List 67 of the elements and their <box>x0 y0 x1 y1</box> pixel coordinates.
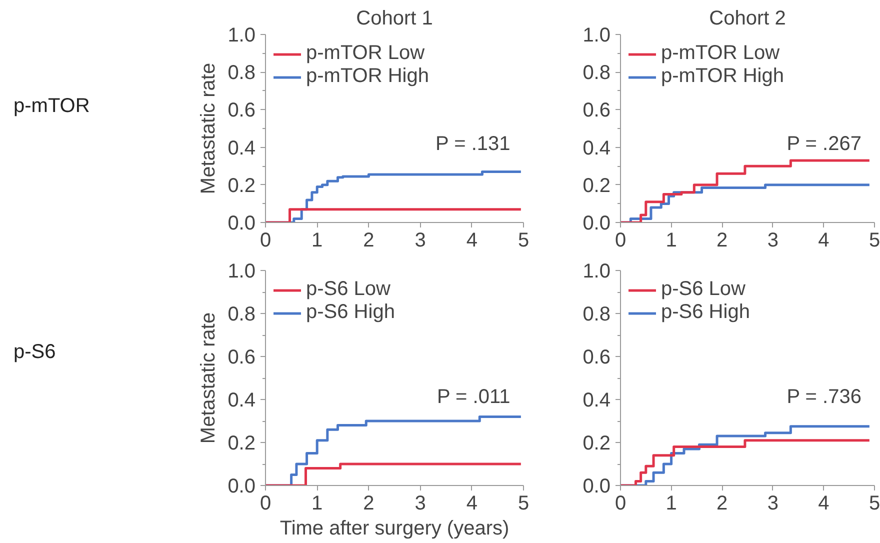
y-tick-label: 1.0 <box>228 24 256 46</box>
y-axis-title: Metastatic rate <box>198 62 220 194</box>
x-tick-label: 3 <box>767 492 778 514</box>
x-tick-label: 5 <box>518 230 530 252</box>
y-tick-label: 0.6 <box>228 346 256 368</box>
y-tick-label: 0.6 <box>228 100 256 122</box>
x-tick-label: 4 <box>466 230 478 252</box>
x-tick-label: 3 <box>767 230 778 252</box>
y-tick-label: 0.8 <box>582 304 611 326</box>
y-tick-label: 1.0 <box>228 260 256 282</box>
y-tick-label: 0.4 <box>228 137 256 160</box>
x-tick-label: 4 <box>818 230 830 252</box>
legend-label: p-S6 High <box>661 301 750 324</box>
y-tick-label: 0.0 <box>582 476 611 498</box>
chart-title: Cohort 2 <box>709 8 786 30</box>
y-tick-label: 0.4 <box>228 390 256 412</box>
x-tick-label: 5 <box>868 492 880 514</box>
y-tick-label: 0.2 <box>228 174 256 197</box>
x-tick-label: 4 <box>818 492 830 514</box>
y-tick-label: 0.2 <box>582 174 611 197</box>
legend-label: p-mTOR High <box>306 65 429 88</box>
x-tick-label: 1 <box>666 230 677 252</box>
x-tick-label: 1 <box>312 492 323 514</box>
x-tick-label: 3 <box>414 230 426 252</box>
x-tick-label: 1 <box>312 230 323 252</box>
x-tick-label: 2 <box>363 492 374 514</box>
y-axis-title: Metastatic rate <box>198 312 220 444</box>
x-tick-label: 2 <box>716 230 728 252</box>
annotation: P = .011 <box>437 386 510 408</box>
x-tick-label: 0 <box>614 230 626 252</box>
x-tick-label: 5 <box>518 492 530 514</box>
x-tick-label: 0 <box>614 492 626 514</box>
x-tick-label: 0 <box>260 230 272 252</box>
x-tick-label: 2 <box>363 230 374 252</box>
y-tick-label: 0.2 <box>228 432 256 454</box>
y-tick-label: 0.8 <box>228 62 256 84</box>
legend-label: p-mTOR High <box>661 65 784 88</box>
y-tick-label: 0.2 <box>582 432 611 454</box>
x-tick-label: 0 <box>260 492 272 514</box>
y-tick-label: 0.0 <box>228 476 256 498</box>
x-tick-label: 3 <box>414 492 426 514</box>
x-tick-label: 4 <box>466 492 478 514</box>
text: p-mTOR <box>14 94 90 117</box>
y-tick-label: 0.0 <box>228 212 256 234</box>
y-tick-label: 0.4 <box>582 390 611 412</box>
legend-label: p-mTOR Low <box>306 42 425 65</box>
annotation: P = .267 <box>786 132 862 155</box>
y-tick-label: 1.0 <box>582 24 611 46</box>
y-tick-label: 0.6 <box>582 100 611 122</box>
y-tick-label: 0.8 <box>228 304 256 326</box>
x-tick-label: 5 <box>868 230 880 252</box>
legend-label: p-S6 Low <box>661 278 746 301</box>
legend-label: p-S6 Low <box>306 278 390 301</box>
y-tick-label: 0.0 <box>582 212 611 234</box>
y-tick-label: 1.0 <box>582 260 611 282</box>
annotation: P = .131 <box>436 132 510 155</box>
annotation: P = .736 <box>786 386 862 408</box>
legend-label: p-S6 High <box>306 301 395 324</box>
legend-label: p-mTOR Low <box>661 42 780 65</box>
y-tick-label: 0.8 <box>582 62 611 84</box>
x-tick-label: 1 <box>666 492 677 514</box>
chart-title: Cohort 1 <box>356 8 433 30</box>
x-axis-title: Time after surgery (years) <box>280 518 510 540</box>
y-tick-label: 0.6 <box>582 346 611 368</box>
y-tick-label: 0.4 <box>582 137 611 160</box>
x-tick-label: 2 <box>716 492 728 514</box>
text: p-S6 <box>14 341 56 364</box>
